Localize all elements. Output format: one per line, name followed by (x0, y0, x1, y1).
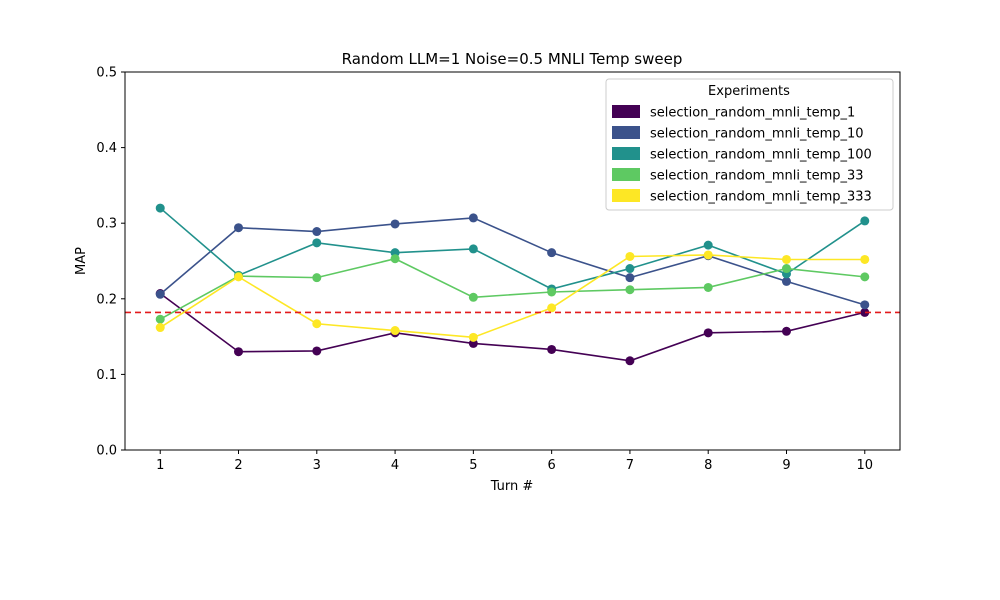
series-line (159, 257, 865, 320)
data-point (781, 326, 791, 336)
y-tick-label: 0.5 (96, 66, 117, 81)
data-point (860, 254, 870, 264)
legend-box (605, 78, 894, 211)
data-point (390, 326, 400, 336)
data-point (312, 346, 322, 356)
data-point (155, 289, 165, 299)
legend-label: selection_random_mnli_temp_100 (650, 148, 872, 163)
series-line (159, 207, 866, 290)
data-point (234, 223, 244, 233)
data-point (468, 244, 478, 254)
data-point (155, 314, 165, 324)
y-tick-label: 0.3 (96, 217, 117, 232)
data-point (625, 251, 635, 261)
plot-area (125, 203, 900, 366)
data-point (468, 332, 478, 342)
y-tick-label: 0.2 (96, 292, 117, 307)
series-line (159, 292, 865, 362)
legend-items: selection_random_mnli_temp_1 selection_ra… (612, 105, 872, 205)
legend-swatch (612, 126, 640, 139)
x-axis-label: Turn # (490, 479, 534, 494)
data-point (781, 254, 791, 264)
x-tick-label: 3 (313, 458, 321, 473)
data-point (155, 323, 165, 333)
x-axis: 1 2 3 4 5 6 7 8 9 10 (156, 450, 873, 473)
data-point (703, 282, 713, 292)
legend-label: selection_random_mnli_temp_10 (650, 127, 864, 142)
series-line (159, 217, 866, 306)
data-point (312, 238, 322, 248)
data-point (625, 356, 635, 366)
data-point (860, 300, 870, 310)
legend-swatch (612, 147, 640, 160)
data-point (703, 240, 713, 250)
data-point (468, 213, 478, 223)
x-tick-label: 1 (156, 458, 164, 473)
x-tick-label: 5 (469, 458, 477, 473)
data-point (547, 248, 557, 258)
legend-title: Experiments (708, 84, 790, 99)
data-point (312, 273, 322, 283)
data-point (703, 328, 713, 338)
x-tick-label: 10 (856, 458, 873, 473)
data-point (390, 219, 400, 229)
legend-swatch (612, 168, 640, 181)
legend-label: selection_random_mnli_temp_1 (650, 106, 855, 121)
data-point (860, 272, 870, 282)
y-tick-label: 0.0 (96, 444, 117, 459)
legend-label: selection_random_mnli_temp_33 (650, 169, 864, 184)
data-point (625, 273, 635, 283)
data-point (547, 344, 557, 354)
data-point (625, 264, 635, 274)
x-tick-label: 6 (548, 458, 556, 473)
x-tick-label: 7 (626, 458, 634, 473)
data-point (547, 303, 557, 313)
x-tick-label: 8 (704, 458, 712, 473)
x-tick-label: 4 (391, 458, 399, 473)
legend-swatch (612, 105, 640, 118)
data-point (625, 285, 635, 295)
data-point (860, 307, 870, 317)
data-point (781, 264, 791, 274)
data-point (547, 287, 557, 297)
data-point (234, 272, 244, 282)
y-axis-label: MAP (74, 247, 89, 275)
chart-title: Random LLM=1 Noise=0.5 MNLI Temp sweep (342, 50, 683, 68)
data-point (234, 347, 244, 357)
data-point (860, 216, 870, 226)
y-tick-label: 0.1 (96, 368, 117, 383)
data-point (703, 250, 713, 260)
data-point (390, 254, 400, 264)
data-point (312, 319, 322, 329)
legend: Experiments selection_random_mnli_temp_1… (605, 78, 894, 211)
data-point (468, 292, 478, 302)
data-point (155, 203, 165, 213)
series-line (159, 254, 865, 339)
plot-frame (124, 71, 901, 451)
y-tick-label: 0.4 (96, 141, 117, 156)
x-tick-label: 9 (782, 458, 790, 473)
x-tick-label: 2 (234, 458, 242, 473)
data-point (781, 276, 791, 286)
data-point (312, 227, 322, 237)
legend-swatch (612, 189, 640, 202)
legend-label: selection_random_mnli_temp_333 (650, 190, 872, 205)
y-axis: 0.0 0.1 0.2 0.3 0.4 0.5 (96, 66, 125, 459)
